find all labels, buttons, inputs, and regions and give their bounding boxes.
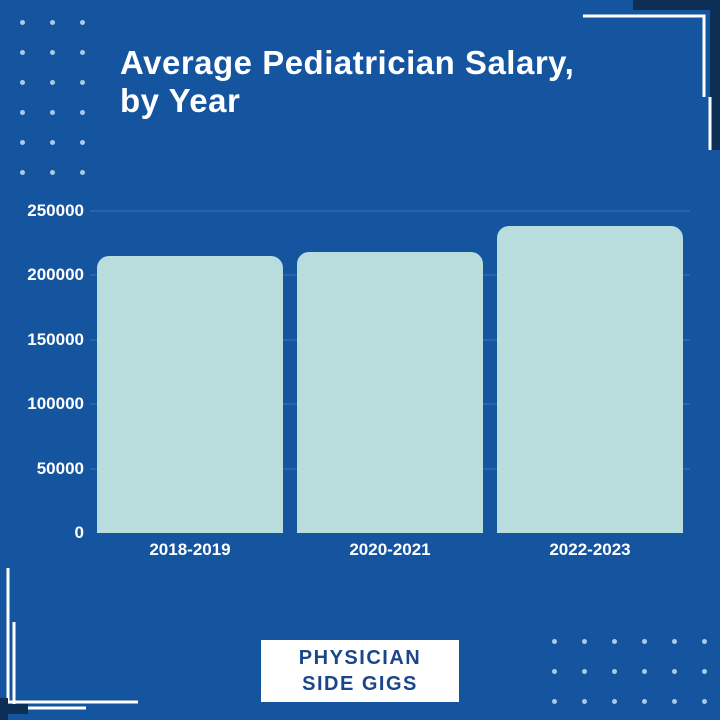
- bottom-right-dot: [552, 639, 557, 644]
- bottom-right-dot: [672, 669, 677, 674]
- chart-title: Average Pediatrician Salary, by Year: [120, 44, 680, 120]
- top-left-dot: [20, 110, 25, 115]
- top-left-dot: [80, 80, 85, 85]
- x-axis-tick-label: 2020-2021: [349, 540, 431, 559]
- top-left-dot: [50, 140, 55, 145]
- bottom-right-dot: [672, 639, 677, 644]
- bottom-right-dot: [672, 699, 677, 704]
- x-axis-tick-label: 2018-2019: [149, 540, 231, 559]
- bottom-right-dot: [612, 639, 617, 644]
- bottom-right-dot: [582, 639, 587, 644]
- top-left-dot: [20, 20, 25, 25]
- top-left-dot: [50, 80, 55, 85]
- bottom-right-dot: [582, 699, 587, 704]
- top-left-dot: [80, 50, 85, 55]
- top-left-dot: [20, 140, 25, 145]
- bottom-right-dot: [642, 699, 647, 704]
- top-left-dot: [20, 80, 25, 85]
- top-left-dot: [80, 110, 85, 115]
- bottom-right-dot: [612, 699, 617, 704]
- bar-2022-2023: [497, 226, 683, 533]
- badge-line2: SIDE GIGS: [302, 673, 418, 695]
- top-left-dot: [50, 170, 55, 175]
- top-left-dot: [20, 50, 25, 55]
- bottom-right-dot: [552, 669, 557, 674]
- y-axis-tick-label: 150000: [27, 329, 84, 349]
- top-left-dot: [50, 20, 55, 25]
- bottom-right-dot: [702, 669, 707, 674]
- top-left-dot: [20, 170, 25, 175]
- y-axis-tick-label: 250000: [27, 201, 84, 220]
- chart-title-line1: Average Pediatrician Salary,: [120, 44, 575, 81]
- gridline: [90, 210, 690, 212]
- chart-title-line2: by Year: [120, 82, 241, 119]
- bottom-right-dot: [702, 699, 707, 704]
- bar-2020-2021: [297, 252, 483, 533]
- top-left-dot: [50, 110, 55, 115]
- bottom-right-dot: [612, 669, 617, 674]
- bar-2018-2019: [97, 256, 283, 533]
- top-left-dot: [50, 50, 55, 55]
- bottom-right-dot: [702, 639, 707, 644]
- y-axis-tick-label: 100000: [27, 394, 84, 414]
- bottom-right-dot: [642, 639, 647, 644]
- top-left-dot: [80, 140, 85, 145]
- badge-line1: PHYSICIAN: [298, 647, 422, 669]
- y-axis-tick-label: 200000: [27, 265, 84, 285]
- y-axis-tick-label: 50000: [36, 458, 84, 478]
- y-axis-tick-label: 0: [74, 523, 84, 542]
- bottom-right-dot: [582, 669, 587, 674]
- x-axis-tick-label: 2022-2023: [549, 540, 631, 559]
- bottom-right-dot: [552, 699, 557, 704]
- bottom-right-dot: [642, 669, 647, 674]
- top-left-dot: [80, 170, 85, 175]
- top-left-dot: [80, 20, 85, 25]
- physician-side-gigs-badge: PHYSICIAN SIDE GIGS: [261, 640, 459, 702]
